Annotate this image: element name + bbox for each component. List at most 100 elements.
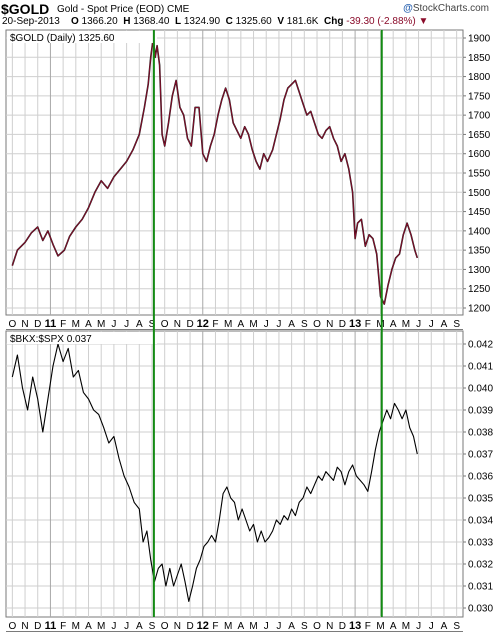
y-tick-label: 1750 [468,91,491,102]
x-tick-label: J [429,621,434,632]
y-tick-label: 1350 [468,246,491,257]
x-tick-label: J [111,621,116,632]
x-tick-label: A [441,319,448,330]
y-tick-label: 1800 [468,72,491,83]
y-tick-label: 1200 [468,304,491,315]
x-tick-label: N [21,319,28,330]
x-tick-label: O [161,621,169,632]
y-tick-label: 0.039 [468,406,493,417]
x-tick-label: S [301,319,308,330]
x-tick-label: S [149,319,156,330]
x-tick-label: 12 [197,620,209,632]
symbol-title: $GOLD [1,1,50,17]
y-tick-label: 1550 [468,169,491,180]
x-tick-label: J [124,621,129,632]
x-tick-label: F [212,319,218,330]
legend-background [7,332,157,344]
x-tick-label: F [60,319,66,330]
x-tick-label: D [339,319,346,330]
y-tick-label: 0.031 [468,582,493,593]
low-value: 1324.90 [183,16,221,27]
y-tick-label: 1400 [468,226,491,237]
x-tick-label: N [326,319,333,330]
gold-price-line [11,37,418,305]
y-tick-label: 1600 [468,149,491,160]
x-tick-label: O [8,621,16,632]
volume-label: V [277,16,284,27]
y-tick-label: 0.035 [468,494,493,505]
x-tick-label: N [174,319,181,330]
y-tick-label: 1900 [468,34,491,45]
close-label: C [225,16,233,27]
y-tick-label: 0.033 [468,538,493,549]
x-tick-label: J [124,319,129,330]
x-tick-label: O [313,319,321,330]
x-tick-label: 13 [349,620,361,632]
x-tick-label: O [8,319,16,330]
x-tick-label: D [339,621,346,632]
x-tick-label: J [416,621,421,632]
x-tick-label: N [174,621,181,632]
close-value: 1325.60 [235,16,272,27]
symbol-description: Gold - Spot Price (EOD) CME [57,4,189,15]
x-tick-label: M [72,621,80,632]
x-tick-label: 11 [45,318,57,330]
open-value: 1366.20 [81,16,118,27]
volume-value: 181.6K [286,16,319,27]
x-tick-label: 13 [349,318,361,330]
x-tick-label: 11 [45,620,57,632]
legend-background [7,31,157,43]
x-tick-label: A [85,621,92,632]
x-tick-label: J [264,319,269,330]
x-tick-label: M [97,621,105,632]
y-tick-label: 1450 [468,207,491,218]
x-tick-label: A [441,621,448,632]
brand-text: StockCharts.com [412,3,489,14]
plot-frame [5,330,464,618]
low-label: L [174,16,182,27]
x-tick-label: M [249,621,257,632]
x-tick-label: A [390,621,397,632]
x-tick-label: A [136,621,143,632]
x-tick-label: A [136,319,143,330]
legend-label: $BKX:$SPX 0.037 [10,334,92,345]
brand-label: @StockCharts.com [403,3,489,14]
y-tick-label: 0.036 [468,472,493,483]
high-label: H [123,16,131,27]
y-tick-label: 1300 [468,265,491,276]
y-tick-label: 0.041 [468,362,493,373]
down-arrow-icon: ▼ [418,16,429,27]
x-tick-label: S [453,621,460,632]
x-tick-label: S [149,621,156,632]
x-tick-label: M [249,319,257,330]
y-tick-label: 1700 [468,111,491,122]
y-tick-label: 1850 [468,53,491,64]
y-tick-label: 1500 [468,188,491,199]
x-tick-label: M [376,621,384,632]
x-tick-label: J [276,319,281,330]
x-tick-label: D [34,621,41,632]
x-tick-label: M [402,319,410,330]
y-tick-label: 0.032 [468,560,493,571]
x-tick-label: D [186,621,193,632]
open-label: O [70,16,79,27]
y-tick-label: 0.040 [468,384,493,395]
x-tick-label: M [376,319,384,330]
x-tick-label: J [264,621,269,632]
x-tick-label: S [453,319,460,330]
x-tick-label: M [97,319,105,330]
x-tick-label: F [365,319,371,330]
x-tick-label: N [326,621,333,632]
x-tick-label: O [161,319,169,330]
brand-logo-icon: @ [403,3,413,14]
x-tick-label: A [288,319,295,330]
y-tick-label: 0.030 [468,604,493,615]
x-tick-label: A [390,319,397,330]
chart-header: $GOLD Gold - Spot Price (EOD) CME @Stock… [0,0,497,30]
x-tick-label: M [224,621,232,632]
x-tick-label: F [60,621,66,632]
y-tick-label: 0.042 [468,340,493,351]
x-tick-label: N [21,621,28,632]
x-tick-label: J [276,621,281,632]
x-tick-label: S [301,621,308,632]
